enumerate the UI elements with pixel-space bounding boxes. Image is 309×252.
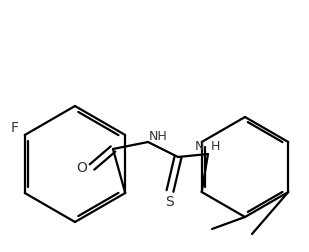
Text: H: H <box>211 140 220 153</box>
Text: F: F <box>11 120 19 135</box>
Text: N: N <box>195 140 204 153</box>
Text: O: O <box>77 160 87 174</box>
Text: NH: NH <box>149 130 167 143</box>
Text: S: S <box>166 194 174 208</box>
